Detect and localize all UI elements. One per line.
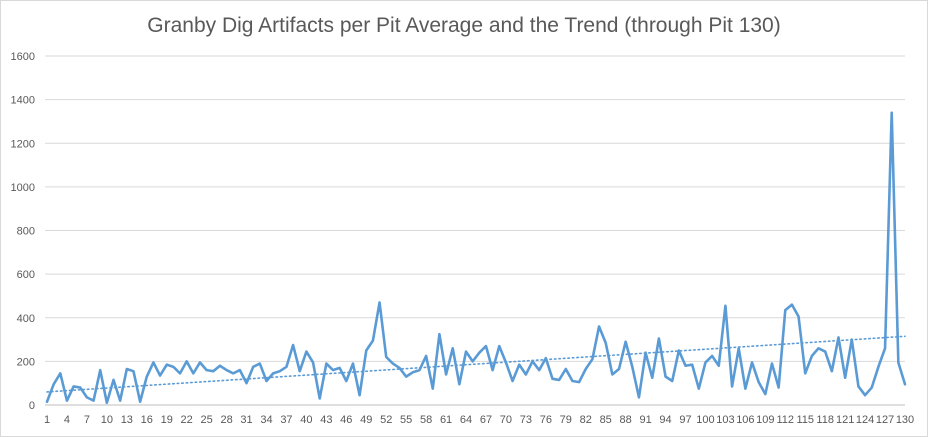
y-tick-label: 600 bbox=[17, 269, 35, 281]
x-tick-label: 82 bbox=[580, 414, 592, 426]
x-tick-label: 115 bbox=[796, 414, 814, 426]
x-tick-label: 97 bbox=[679, 414, 691, 426]
x-tick-label: 37 bbox=[280, 414, 292, 426]
x-tick-label: 121 bbox=[836, 414, 854, 426]
x-tick-label: 4 bbox=[64, 414, 70, 426]
x-tick-label: 34 bbox=[260, 414, 272, 426]
x-tick-label: 103 bbox=[716, 414, 734, 426]
y-tick-label: 800 bbox=[17, 226, 35, 238]
series-line bbox=[45, 111, 907, 405]
x-tick-label: 67 bbox=[480, 414, 492, 426]
x-tick-label: 85 bbox=[600, 414, 612, 426]
y-tick-label: 200 bbox=[17, 356, 35, 368]
x-tick-label: 64 bbox=[460, 414, 472, 426]
x-tick-label: 58 bbox=[420, 414, 432, 426]
trendline bbox=[46, 335, 906, 393]
x-tick-label: 112 bbox=[777, 414, 795, 426]
y-tick-label: 1000 bbox=[11, 182, 35, 194]
x-tick-label: 13 bbox=[121, 414, 133, 426]
y-tick-label: 1200 bbox=[11, 138, 35, 150]
x-tick-label: 109 bbox=[756, 414, 774, 426]
x-tick-label: 79 bbox=[560, 414, 572, 426]
x-tick-label: 1 bbox=[44, 414, 50, 426]
y-tick-label: 400 bbox=[17, 313, 35, 325]
x-axis-ticks: 1 4 7 10 13 16 19 22 25 28 31 34 37 40 43 46 49 52 55 58 61 6… bbox=[44, 414, 914, 426]
x-tick-label: 40 bbox=[300, 414, 312, 426]
x-tick-label: 22 bbox=[181, 414, 193, 426]
x-tick-label: 55 bbox=[400, 414, 412, 426]
x-tick-label: 52 bbox=[380, 414, 392, 426]
gridlines bbox=[45, 55, 905, 406]
x-tick-label: 10 bbox=[101, 414, 113, 426]
x-tick-label: 106 bbox=[736, 414, 754, 426]
y-tick-label: 0 bbox=[29, 400, 35, 412]
x-tick-label: 100 bbox=[696, 414, 714, 426]
x-tick-label: 49 bbox=[360, 414, 372, 426]
x-tick-label: 91 bbox=[639, 414, 651, 426]
x-tick-label: 118 bbox=[816, 414, 834, 426]
x-tick-label: 25 bbox=[201, 414, 213, 426]
trendline-group bbox=[46, 335, 906, 393]
x-tick-label: 73 bbox=[520, 414, 532, 426]
y-axis-ticks: 0 200 400 600 800 1000 1200 1400 1600 bbox=[11, 51, 35, 412]
y-tick-label: 1600 bbox=[11, 51, 35, 63]
x-tick-label: 94 bbox=[659, 414, 671, 426]
x-tick-label: 19 bbox=[161, 414, 173, 426]
x-tick-label: 76 bbox=[540, 414, 552, 426]
series-group bbox=[45, 111, 907, 405]
x-tick-label: 61 bbox=[440, 414, 452, 426]
x-tick-label: 88 bbox=[620, 414, 632, 426]
chart-title: Granby Dig Artifacts per Pit Average and… bbox=[147, 14, 781, 37]
y-tick-label: 1400 bbox=[11, 95, 35, 107]
x-tick-label: 31 bbox=[240, 414, 252, 426]
x-tick-label: 127 bbox=[876, 414, 894, 426]
x-tick-label: 46 bbox=[340, 414, 352, 426]
x-tick-label: 124 bbox=[856, 414, 874, 426]
x-tick-label: 70 bbox=[500, 414, 512, 426]
x-tick-label: 16 bbox=[141, 414, 153, 426]
x-tick-label: 28 bbox=[220, 414, 232, 426]
x-tick-label: 130 bbox=[896, 414, 914, 426]
x-tick-label: 7 bbox=[84, 414, 90, 426]
x-tick-label: 43 bbox=[320, 414, 332, 426]
